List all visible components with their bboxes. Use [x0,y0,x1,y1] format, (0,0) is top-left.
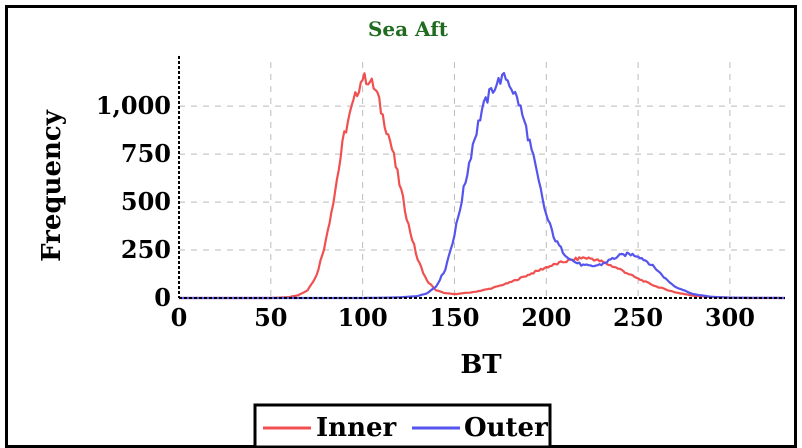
x-tick-label: 300 [705,303,755,332]
y-tick-label: 500 [121,187,171,216]
series-line-outer [179,71,785,300]
legend-label-outer: Outer [464,413,548,443]
tick-labels: 0 50 100 150 200 250 300 0 250 500 750 1,000 [96,91,755,332]
x-tick-label: 250 [613,303,663,332]
y-tick-label: 750 [121,139,171,168]
x-tick-label: 200 [521,303,571,332]
legend: Inner Outer [253,403,552,448]
grid-lines [179,62,785,298]
y-tick-label: 250 [121,235,171,264]
axes [178,56,785,299]
legend-label-inner: Inner [316,413,397,443]
x-tick-label: 100 [338,303,388,332]
chart-title: Sea Aft [368,17,449,41]
y-tick-label: 0 [154,283,171,312]
y-tick-label: 1,000 [96,91,171,120]
series-layer [179,71,785,300]
x-tick-label: 150 [429,303,479,332]
y-axis-label: Frequency [37,109,67,262]
chart-frame [5,5,797,448]
x-tick-label: 0 [171,303,188,332]
legend-box [253,403,552,448]
x-axis-label: BT [460,350,502,380]
x-tick-label: 50 [254,303,287,332]
